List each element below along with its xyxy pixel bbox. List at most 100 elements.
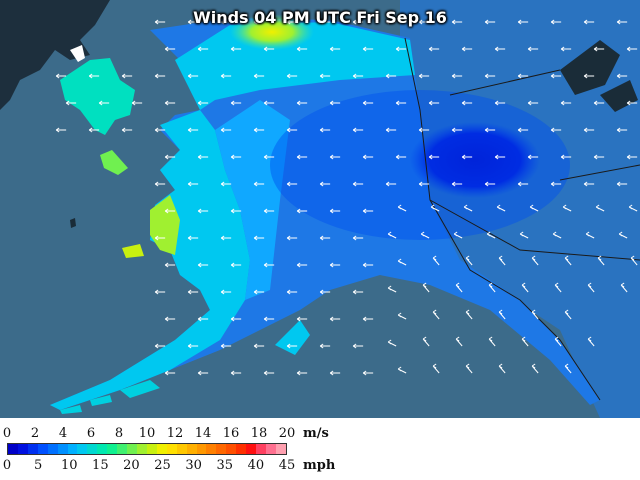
wind-arrow-icon — [461, 100, 473, 106]
wind-arrow-icon — [187, 235, 199, 241]
wind-arrow-icon — [352, 73, 364, 79]
wind-arrow-icon — [484, 127, 496, 133]
wind-arrow-icon — [618, 231, 628, 239]
colorbar — [7, 443, 287, 455]
wind-arrow-icon — [564, 363, 572, 374]
wind-arrow-icon — [395, 154, 407, 160]
wind-arrow-icon — [628, 204, 638, 212]
wind-arrow-icon — [527, 100, 539, 106]
wind-arrow-icon — [286, 343, 298, 349]
wind-arrow-icon — [220, 127, 232, 133]
wind-arrow-icon — [253, 19, 265, 25]
wind-arrow-icon — [253, 73, 265, 79]
wind-arrow-icon — [230, 208, 242, 214]
wind-arrow-icon — [164, 262, 176, 268]
tick-label: 0 — [2, 458, 12, 473]
wind-arrow-icon — [484, 19, 496, 25]
wind-arrow-icon — [329, 208, 341, 214]
wind-arrow-icon — [385, 19, 397, 25]
wind-arrow-icon — [395, 100, 407, 106]
wind-arrow-icon — [164, 370, 176, 376]
us-canada-border — [404, 37, 601, 401]
tick-label: 5 — [33, 458, 43, 473]
wind-arrow-icon — [494, 100, 506, 106]
wind-arrow-icon — [451, 181, 463, 187]
wind-arrow-icon — [88, 73, 100, 79]
wind-arrow-icon — [286, 235, 298, 241]
wind-arrow-icon — [626, 154, 638, 160]
wind-arrow-icon — [616, 127, 628, 133]
st-lawrence-island — [100, 150, 128, 175]
tick-label: 20 — [123, 458, 140, 473]
wind-arrow-icon — [531, 309, 539, 320]
wind-arrow-icon — [587, 336, 595, 347]
tick-label: 4 — [58, 426, 68, 441]
wind-arrow-icon — [395, 46, 407, 52]
colorbar-swatch — [156, 444, 167, 454]
wind-arrow-icon — [286, 289, 298, 295]
wind-arrow-icon — [329, 154, 341, 160]
wind-arrow-icon — [428, 154, 440, 160]
nunivak-island — [122, 244, 144, 258]
wind-arrow-icon — [583, 127, 595, 133]
wind-arrow-icon — [362, 46, 374, 52]
colorbar-swatch — [77, 444, 88, 454]
wind-arrow-icon — [197, 370, 209, 376]
wind-arrow-icon — [154, 235, 166, 241]
wind-arrow-icon — [418, 73, 430, 79]
wind-arrow-icon — [461, 154, 473, 160]
wind-arrow-icon — [319, 181, 331, 187]
tick-label: 40 — [247, 458, 265, 473]
wind-arrow-icon — [263, 208, 275, 214]
wind-map — [0, 0, 640, 418]
wind-arrow-icon — [197, 46, 209, 52]
wind-arrow-icon — [397, 312, 407, 320]
wind-arrow-icon — [554, 336, 562, 347]
arctic-islands — [560, 40, 638, 112]
tick-label: 45 — [278, 458, 296, 473]
wind-arrow-icon — [55, 73, 67, 79]
wind-arrow-icon — [121, 73, 133, 79]
aleutian-islands — [60, 380, 160, 414]
colorbar-swatch — [136, 444, 147, 454]
wind-arrow-icon — [418, 127, 430, 133]
wind-arrow-icon — [230, 370, 242, 376]
wind-arrow-icon — [453, 231, 463, 239]
wind-arrow-icon — [486, 231, 496, 239]
wind-arrow-icon — [319, 235, 331, 241]
wind-arrow-icon — [397, 204, 407, 212]
wind-arrow-icon — [55, 127, 67, 133]
wind-arrow-icon — [517, 73, 529, 79]
wind-arrow-icon — [253, 181, 265, 187]
interior-low-wind — [410, 122, 540, 198]
wind-arrow-icon — [488, 282, 496, 293]
colorbar-swatch — [275, 444, 286, 454]
wind-arrow-icon — [428, 100, 440, 106]
wind-arrow-icon — [583, 73, 595, 79]
colorbar-swatch — [8, 444, 18, 454]
wind-arrow-icon — [197, 154, 209, 160]
wind-arrow-icon — [98, 100, 110, 106]
tick-label: 10 — [60, 458, 78, 473]
north-coast-band — [175, 22, 415, 110]
wind-arrow-icon — [564, 255, 572, 266]
wind-arrow-icon — [197, 262, 209, 268]
wind-arrow-icon — [461, 46, 473, 52]
wind-arrow-icon — [517, 181, 529, 187]
wind-arrow-icon — [296, 370, 308, 376]
wind-arrow-icon — [550, 127, 562, 133]
wind-arrow-icon — [587, 282, 595, 293]
wind-arrow-icon — [550, 19, 562, 25]
wind-arrow-icon — [385, 73, 397, 79]
wind-arrow-icon — [517, 19, 529, 25]
colorbar-swatch — [176, 444, 187, 454]
wind-arrow-icon — [362, 100, 374, 106]
colorbar-swatch — [246, 444, 257, 454]
colorbar-swatch — [47, 444, 58, 454]
colorbar-swatch — [127, 444, 137, 454]
wind-arrow-icon — [352, 289, 364, 295]
wind-arrow-icon — [220, 289, 232, 295]
wind-arrow-icon — [494, 154, 506, 160]
wind-arrow-icon — [296, 154, 308, 160]
wind-arrow-icon — [263, 370, 275, 376]
